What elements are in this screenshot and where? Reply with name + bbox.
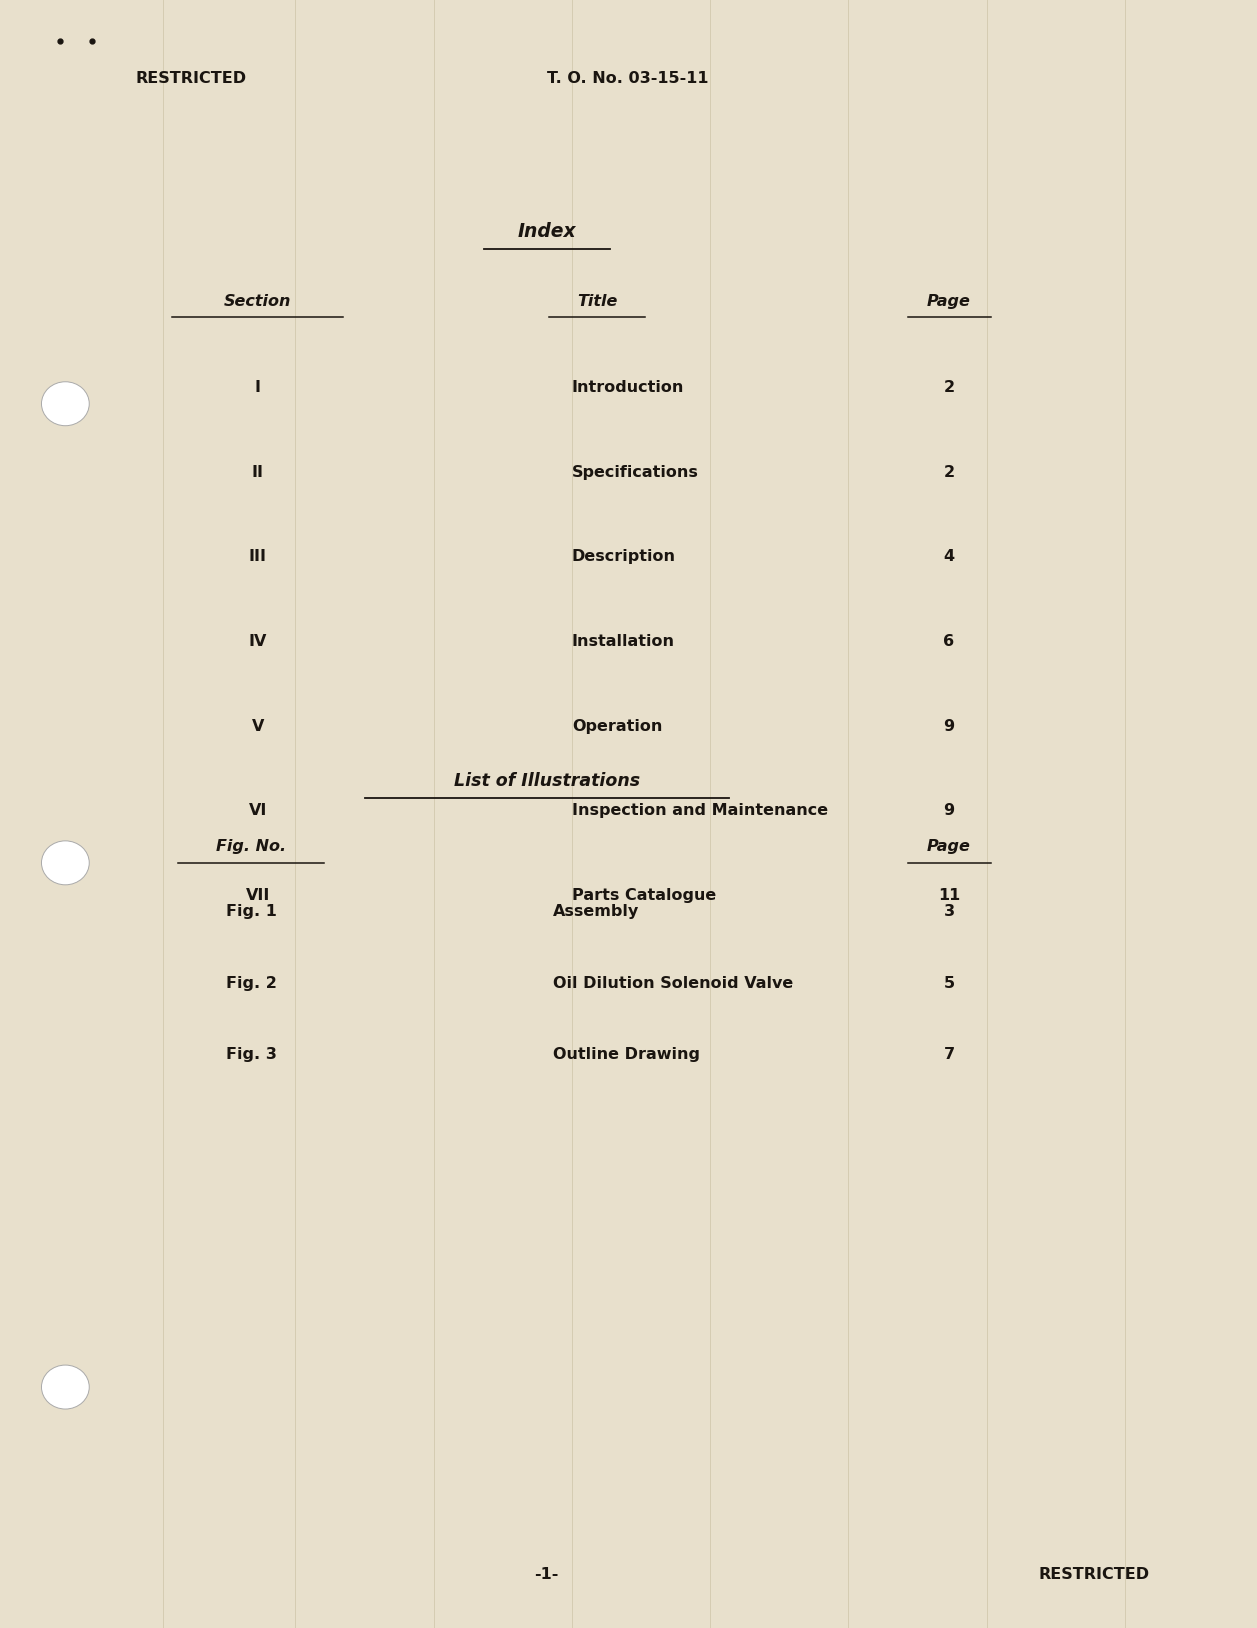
Text: 7: 7 [944,1047,954,1063]
Text: -1-: -1- [534,1566,559,1582]
Text: Section: Section [224,293,292,309]
Text: 2: 2 [944,379,954,396]
Text: 6: 6 [944,633,954,650]
Ellipse shape [41,842,89,886]
Text: Fig. No.: Fig. No. [216,838,287,855]
Text: Page: Page [928,838,970,855]
Text: Outline Drawing: Outline Drawing [553,1047,700,1063]
Ellipse shape [41,381,89,425]
Text: II: II [251,464,264,480]
Text: Description: Description [572,549,676,565]
Text: List of Illustrations: List of Illustrations [454,772,640,791]
Text: Inspection and Maintenance: Inspection and Maintenance [572,803,828,819]
Text: Operation: Operation [572,718,662,734]
Text: Fig. 1: Fig. 1 [226,904,277,920]
Text: 4: 4 [944,549,954,565]
Text: Index: Index [518,221,576,241]
Text: Fig. 2: Fig. 2 [226,975,277,991]
Text: Installation: Installation [572,633,675,650]
Text: Fig. 3: Fig. 3 [226,1047,277,1063]
Text: VI: VI [249,803,266,819]
Text: 3: 3 [944,904,954,920]
Text: RESTRICTED: RESTRICTED [136,70,246,86]
Text: Title: Title [577,293,617,309]
Text: Introduction: Introduction [572,379,684,396]
Text: 2: 2 [944,464,954,480]
Text: RESTRICTED: RESTRICTED [1038,1566,1149,1582]
Text: Parts Catalogue: Parts Catalogue [572,887,716,904]
Text: III: III [249,549,266,565]
Text: 9: 9 [944,718,954,734]
Text: Oil Dilution Solenoid Valve: Oil Dilution Solenoid Valve [553,975,793,991]
Text: Page: Page [928,293,970,309]
Text: Assembly: Assembly [553,904,640,920]
Text: Specifications: Specifications [572,464,699,480]
Text: IV: IV [249,633,266,650]
Text: T. O. No. 03-15-11: T. O. No. 03-15-11 [547,70,708,86]
Ellipse shape [41,1364,89,1410]
Text: VII: VII [245,887,270,904]
Text: 9: 9 [944,803,954,819]
Text: I: I [255,379,260,396]
Text: 11: 11 [938,887,960,904]
Text: V: V [251,718,264,734]
Text: 5: 5 [944,975,954,991]
